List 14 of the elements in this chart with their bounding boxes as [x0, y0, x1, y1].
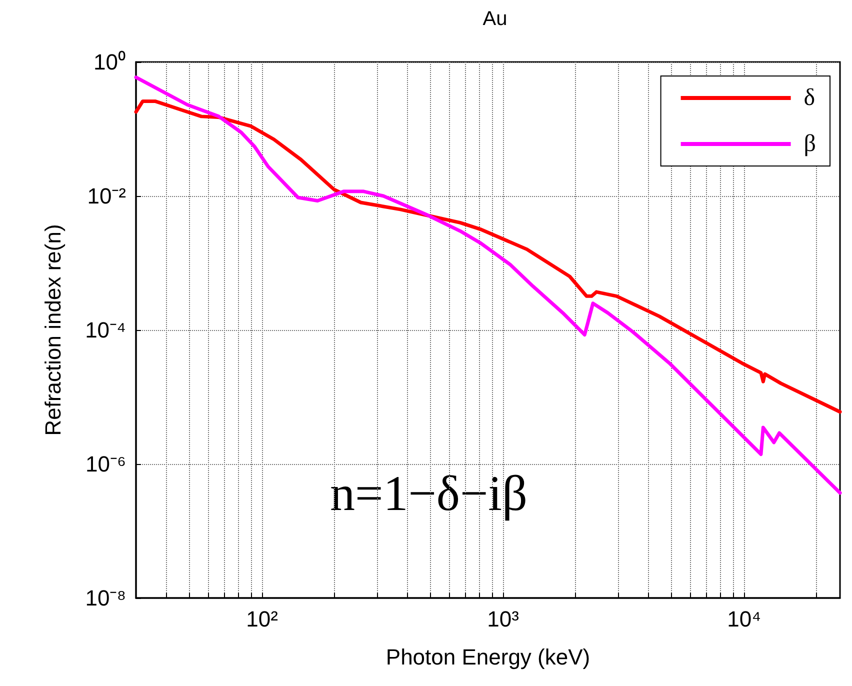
- y-tick-label: 10⁻²: [87, 184, 126, 208]
- y-tick-label: 10⁻⁶: [85, 452, 126, 476]
- chart-title: Au: [482, 8, 508, 30]
- y-tick-label: 10⁻⁴: [85, 318, 126, 342]
- legend-label: β: [804, 131, 816, 157]
- x-tick-label: 10²: [246, 606, 278, 632]
- legend-label: δ: [804, 85, 816, 111]
- annotation: n=1−δ−iβ: [330, 465, 528, 521]
- x-axis-title: Photon Energy (keV): [386, 644, 590, 670]
- x-tick-label: 10⁴: [727, 606, 762, 632]
- y-tick-label: 10⁰: [94, 50, 126, 74]
- y-axis-title: Refraction index re(n): [40, 224, 66, 436]
- y-tick-label: 10⁻⁸: [85, 586, 126, 610]
- x-tick-label: 10³: [487, 606, 519, 632]
